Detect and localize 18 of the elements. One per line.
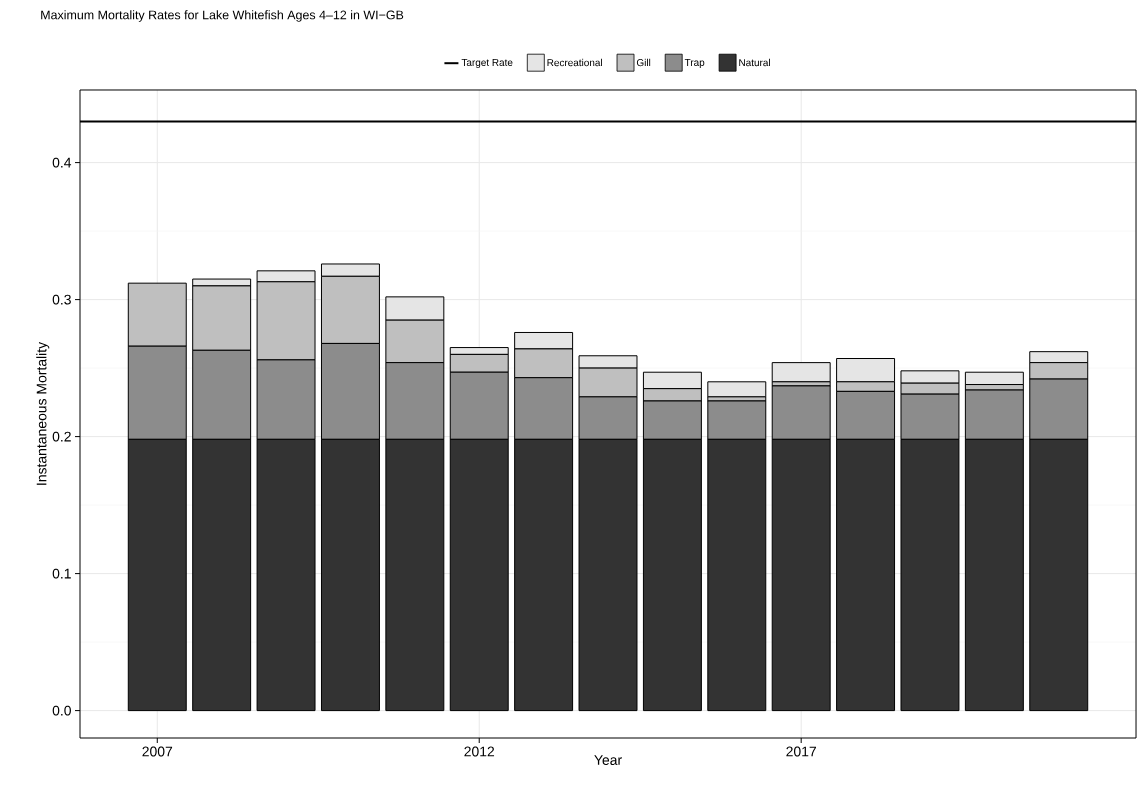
y-tick-label: 0.3	[52, 294, 71, 305]
x-axis-title: Year	[594, 755, 622, 765]
legend-label: Recreational	[547, 58, 602, 67]
x-tick-label: 2012	[464, 746, 495, 757]
x-tick-label: 2017	[786, 746, 816, 757]
y-tick-label: 0.2	[52, 431, 71, 442]
x-tick-label: 2007	[142, 746, 173, 757]
y-tick-label: 0.1	[52, 568, 71, 579]
chart-title: Maximum Mortality Rates for Lake Whitefish Ages 4‒12 in WI−GB	[41, 10, 404, 22]
legend-label: Target Rate	[461, 59, 513, 68]
bar	[964, 371, 1024, 386]
y-tick-label: 0.0	[52, 705, 71, 716]
legend-label: Natural	[739, 58, 770, 67]
bar	[707, 381, 767, 398]
y-tick-label: 0.4	[52, 157, 72, 168]
y-axis-title: Instantaneous Mortality	[36, 341, 50, 485]
legend-label: Gill	[636, 58, 651, 67]
legend-label: Trap	[684, 59, 705, 68]
